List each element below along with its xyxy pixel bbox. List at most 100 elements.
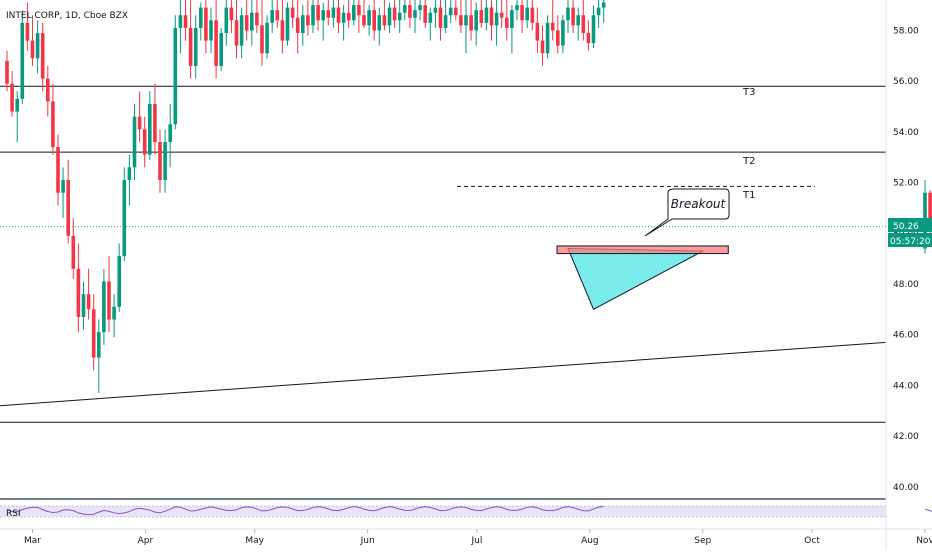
- candle: [107, 256, 111, 333]
- countdown-label: 05:57:20: [890, 237, 931, 247]
- candle: [403, 0, 407, 21]
- price-tick-label: 44.00: [893, 381, 919, 391]
- candle-body: [397, 12, 402, 21]
- candle: [142, 116, 147, 168]
- candle-body: [448, 7, 453, 16]
- candle-body: [280, 20, 285, 41]
- ascending-triangle[interactable]: [567, 247, 705, 311]
- candle: [586, 20, 591, 51]
- candle-body: [428, 12, 433, 23]
- candle: [229, 0, 234, 33]
- rsi-label: RSI: [6, 509, 21, 519]
- candle-body: [576, 15, 580, 26]
- candle: [239, 7, 244, 59]
- candle: [20, 10, 25, 104]
- candle: [474, 2, 478, 46]
- candle-body: [525, 7, 529, 21]
- candle-body: [494, 12, 499, 26]
- candle-body: [362, 15, 366, 26]
- candle: [122, 167, 127, 262]
- candle-body: [183, 15, 188, 28]
- candle-body: [260, 25, 264, 54]
- price-tick-label: 58.00: [893, 26, 919, 36]
- candle-body: [438, 7, 443, 28]
- candle: [40, 22, 45, 92]
- price-tick-label: 46.00: [893, 331, 919, 341]
- candle-body: [71, 235, 76, 269]
- candle-body: [586, 32, 591, 44]
- candle: [285, 2, 290, 46]
- level-label-t1: T1: [742, 190, 755, 201]
- candle: [469, 0, 473, 41]
- candle-body: [20, 22, 25, 99]
- candle: [158, 129, 162, 193]
- callout-bubble: [644, 188, 730, 237]
- candle: [199, 2, 203, 41]
- candle-body: [265, 22, 269, 54]
- candle: [601, 0, 606, 23]
- breakout-callout[interactable]: Breakout: [644, 188, 730, 237]
- time-tick-label: Mar: [24, 536, 41, 546]
- resistance-zone[interactable]: [556, 245, 729, 255]
- candle: [81, 281, 86, 330]
- candle-body: [306, 15, 310, 26]
- candle-body: [40, 32, 45, 79]
- rsi-line: [6, 506, 604, 516]
- candle-body: [244, 15, 249, 31]
- candle-body: [377, 15, 382, 31]
- candle-body: [132, 116, 137, 168]
- candle: [30, 15, 35, 66]
- last-price-marker: 50.26 05:57:20: [888, 218, 932, 247]
- candle: [168, 103, 172, 168]
- candle-body: [255, 12, 259, 26]
- candle: [178, 0, 183, 54]
- time-tick-label: Aug: [581, 536, 599, 546]
- rising-trendline[interactable]: [0, 341, 887, 407]
- candle: [464, 0, 468, 54]
- candle: [204, 0, 208, 54]
- candle-body: [433, 7, 438, 13]
- candle-body: [188, 27, 193, 66]
- candle: [367, 5, 371, 36]
- candle: [295, 0, 300, 54]
- candle-body: [86, 294, 91, 310]
- candle-body: [122, 180, 127, 257]
- price-tick-label: 56.00: [893, 77, 919, 87]
- candle-body: [250, 12, 254, 31]
- candle: [397, 0, 402, 33]
- candle-body: [275, 10, 280, 21]
- rsi-pane: [0, 498, 932, 518]
- candle: [153, 83, 157, 155]
- candle-body: [301, 15, 305, 33]
- candle: [188, 0, 193, 79]
- candle-body: [295, 17, 300, 33]
- candle: [443, 0, 448, 33]
- candle-body: [520, 5, 524, 21]
- candle: [255, 0, 259, 33]
- candle: [148, 91, 152, 160]
- candle-body: [540, 40, 545, 54]
- candle-body: [367, 10, 371, 26]
- candle: [275, 0, 280, 28]
- candle-body: [418, 5, 422, 11]
- candle: [545, 15, 550, 59]
- candle-body: [153, 103, 157, 142]
- candle-body: [352, 5, 356, 21]
- candle: [10, 71, 14, 117]
- candle-body: [224, 7, 229, 33]
- level-label-t3: T3: [742, 87, 755, 98]
- candle: [265, 15, 269, 59]
- candle: [137, 91, 142, 142]
- candle-body: [127, 167, 132, 181]
- candle: [377, 7, 382, 46]
- candle-body: [601, 2, 606, 8]
- price-tick-label: 52.00: [893, 179, 919, 189]
- candle-body: [209, 20, 213, 41]
- candle-body: [581, 15, 586, 33]
- candle-body: [168, 124, 172, 142]
- candle: [479, 0, 484, 28]
- candle: [173, 15, 178, 130]
- candle-body: [81, 294, 86, 317]
- candle: [46, 65, 50, 117]
